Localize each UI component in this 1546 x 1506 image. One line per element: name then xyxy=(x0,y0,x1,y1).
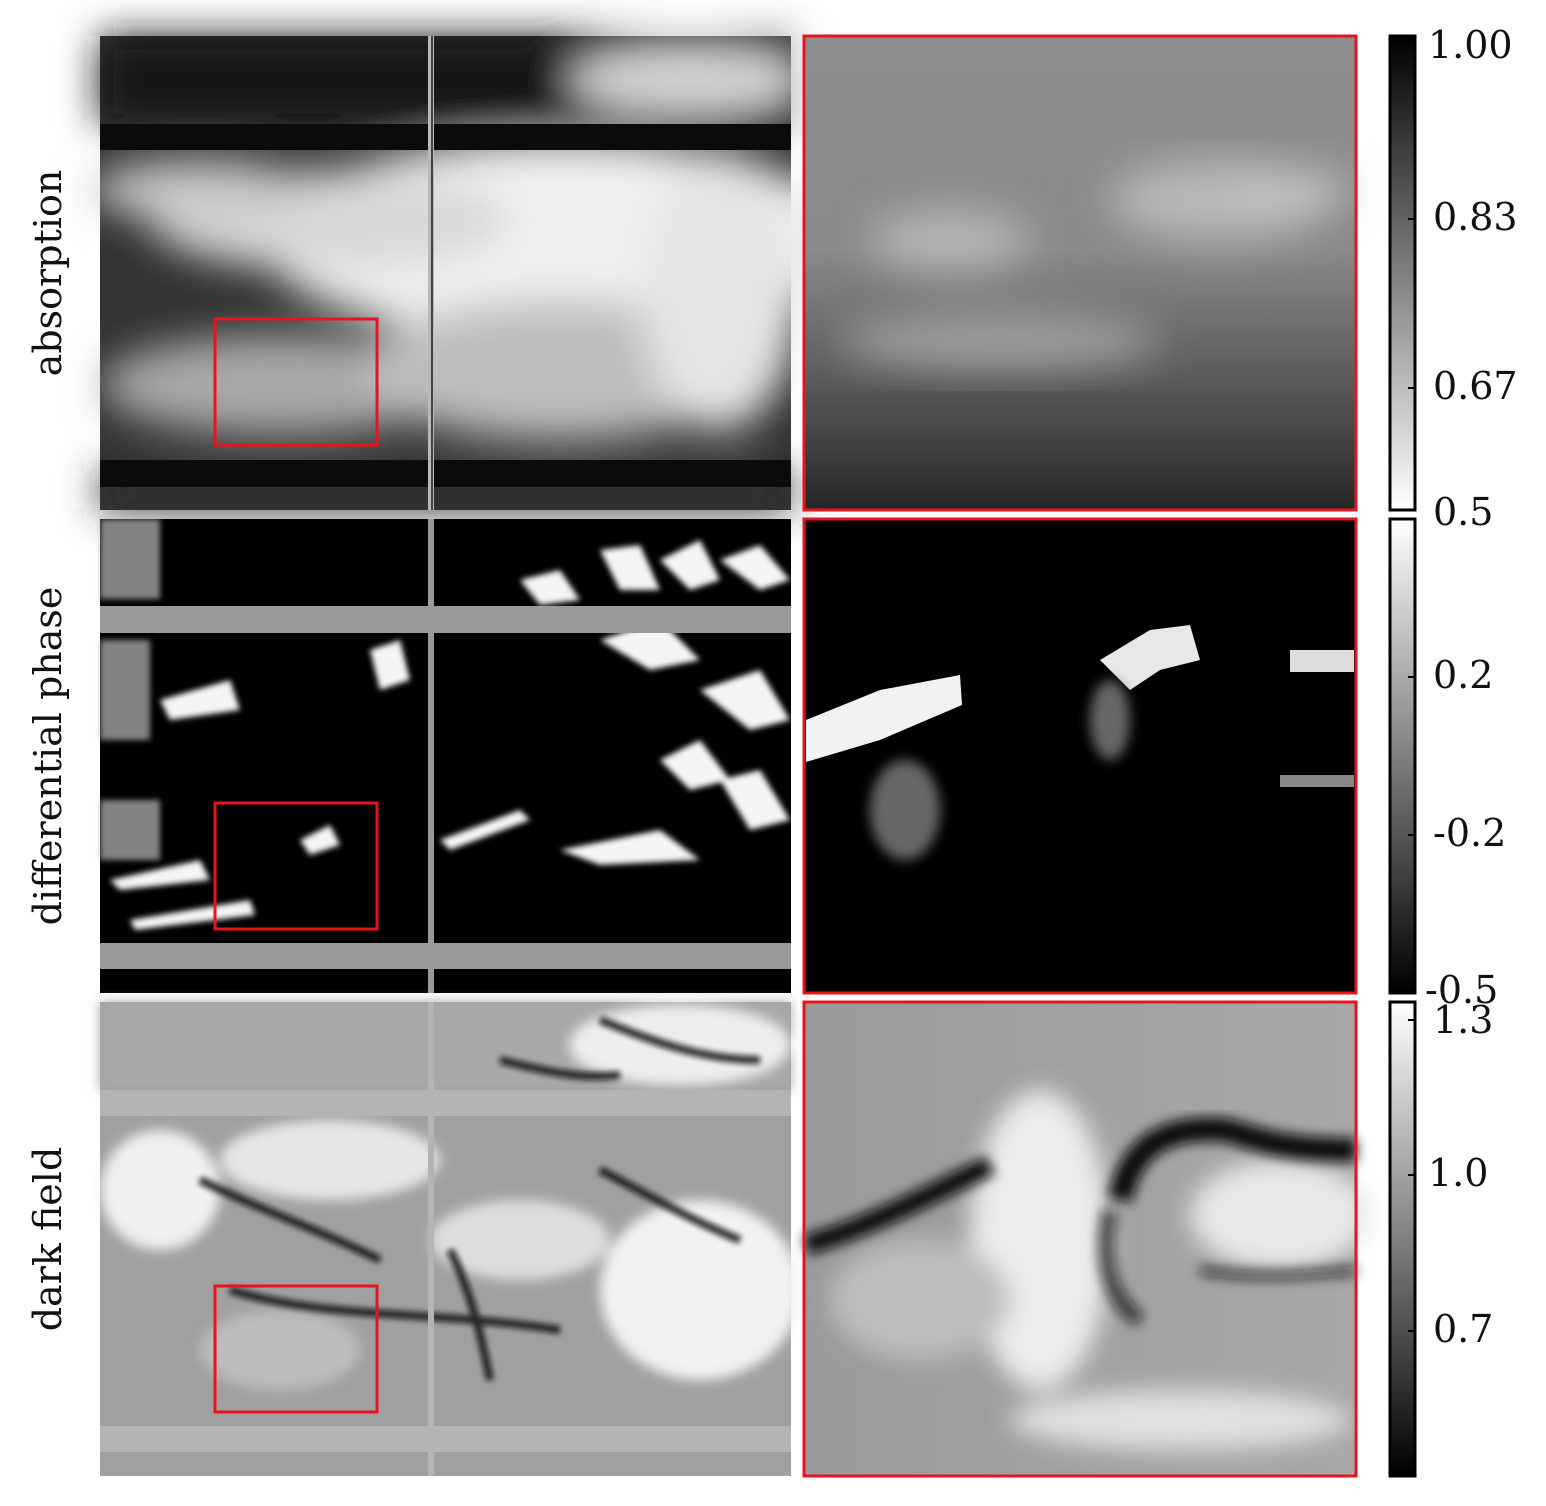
absorption-roi-box xyxy=(213,317,379,447)
dark-field-image xyxy=(100,1002,800,1476)
differential-phase-zoom-image xyxy=(804,519,1356,993)
colorbar-tick-label: 0.5 xyxy=(1433,490,1494,534)
colorbar-tick-label: 1.3 xyxy=(1433,998,1494,1042)
colorbar-tick-label: 1.0 xyxy=(1428,1151,1489,1195)
absorption-zoom-frame xyxy=(802,34,1358,512)
colorbar-tick-label: -0.5 xyxy=(1425,968,1499,1012)
absorption-zoom-image xyxy=(804,36,1356,510)
dark-field-roi-box xyxy=(213,1284,379,1414)
colorbar-tick-label: 0.2 xyxy=(1433,653,1494,697)
row-label-absorption: absorption xyxy=(26,169,70,377)
colorbar-tick-label: 0.7 xyxy=(1433,1307,1494,1351)
row-label-differential-phase: differential phase xyxy=(26,586,70,926)
differential-phase-zoom-frame xyxy=(802,517,1358,995)
differential-phase-roi-box xyxy=(213,801,379,931)
row-label-dark-field: dark field xyxy=(26,1146,70,1332)
differential-phase-colorbar xyxy=(1388,517,1417,995)
dark-field-colorbar xyxy=(1388,1000,1417,1478)
colorbar-tick-label: 0.83 xyxy=(1433,195,1518,239)
colorbar-tick-label: 0.67 xyxy=(1433,364,1518,408)
dark-field-zoom-frame xyxy=(802,1000,1358,1478)
differential-phase-image xyxy=(100,519,791,993)
dark-field-zoom-image xyxy=(803,1002,1370,1476)
colorbar-tick-label: 1.00 xyxy=(1428,23,1513,67)
colorbar-tick-label: -0.2 xyxy=(1433,811,1507,855)
absorption-image xyxy=(90,36,860,510)
absorption-colorbar xyxy=(1388,34,1417,512)
